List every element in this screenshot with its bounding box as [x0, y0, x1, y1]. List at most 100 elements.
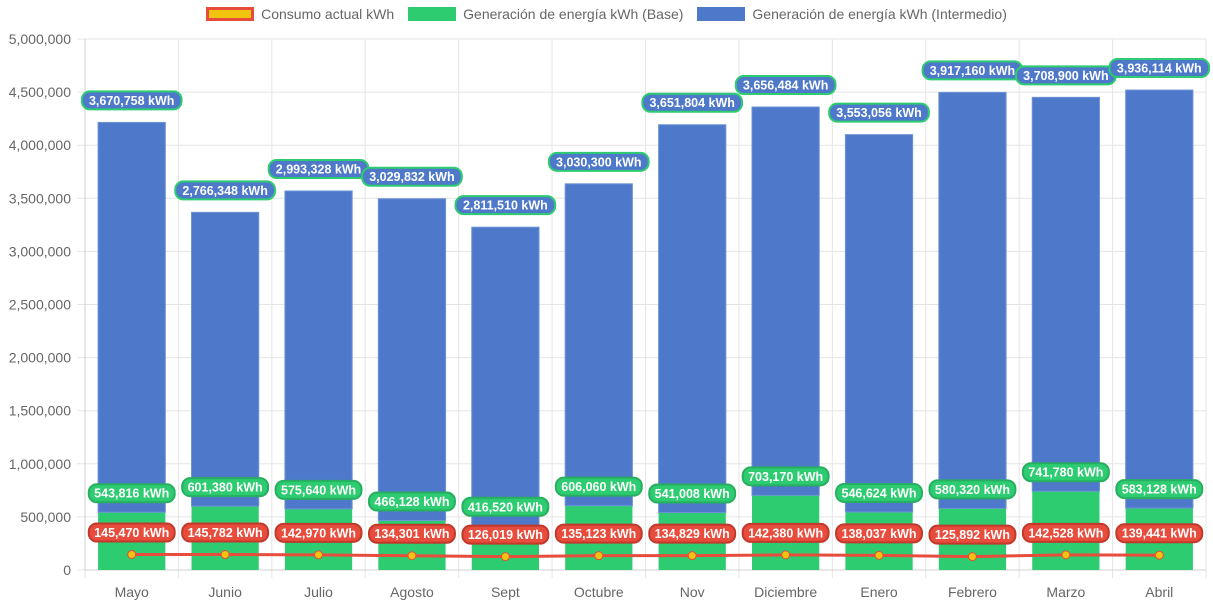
y-tick-label: 2,000,000	[9, 350, 71, 366]
label-intermedio-bg	[1108, 58, 1211, 79]
consumo-point[interactable]	[407, 551, 417, 561]
legend-label-base: Generación de energía kWh (Base)	[463, 6, 684, 22]
label-consumo: 138,037 kWh	[842, 527, 917, 541]
label-intermedio: 3,708,900 kWh	[1023, 69, 1108, 83]
x-tick-label: Nov	[680, 584, 705, 600]
label-consumo-bg	[461, 524, 550, 545]
label-base-bg	[835, 482, 923, 503]
y-tick-label: 4,000,000	[9, 137, 71, 153]
label-base: 416,520 kWh	[468, 500, 543, 514]
bar-intermedio[interactable]	[97, 121, 166, 513]
label-consumo-bg	[648, 523, 737, 544]
label-intermedio: 2,993,328 kWh	[276, 162, 361, 176]
y-tick-label: 1,500,000	[9, 403, 71, 419]
label-base-bg	[741, 466, 830, 487]
label-base-bg	[368, 491, 456, 512]
consumo-line	[131, 553, 1160, 559]
y-tick-label: 3,500,000	[9, 190, 71, 206]
consumo-point[interactable]	[594, 551, 604, 561]
x-tick-label: Enero	[860, 584, 898, 600]
label-base-bg	[554, 476, 643, 497]
label-consumo: 145,782 kWh	[188, 526, 263, 540]
y-tick-label: 4,500,000	[9, 84, 71, 100]
consumo-point[interactable]	[874, 550, 884, 560]
bar-intermedio[interactable]	[284, 190, 353, 510]
bar-intermedio[interactable]	[1031, 96, 1101, 492]
legend-item-base[interactable]: Generación de energía kWh (Base)	[408, 6, 683, 22]
legend-item-intermedio[interactable]: Generación de energía kWh (Intermedio)	[697, 6, 1007, 22]
consumo-point[interactable]	[1154, 550, 1164, 560]
consumo-point[interactable]	[127, 550, 137, 560]
bar-intermedio[interactable]	[658, 124, 727, 514]
bar-intermedio[interactable]	[190, 211, 260, 507]
label-consumo-bg	[368, 523, 456, 544]
label-base: 580,320 kWh	[935, 483, 1010, 497]
consumo-point[interactable]	[314, 550, 324, 560]
label-consumo: 135,123 kWh	[561, 527, 636, 541]
consumo-point[interactable]	[220, 550, 230, 560]
y-tick-label: 1,000,000	[9, 456, 71, 472]
label-consumo-bg	[181, 522, 270, 543]
y-tick-label: 5,000,000	[9, 31, 71, 47]
label-base: 606,060 kWh	[561, 480, 636, 494]
legend-label-consumo: Consumo actual kWh	[261, 6, 395, 22]
label-consumo-bg	[1115, 523, 1204, 544]
label-base-bg	[648, 483, 737, 504]
label-base: 703,170 kWh	[748, 470, 823, 484]
legend-label-intermedio: Generación de energía kWh (Intermedio)	[752, 6, 1007, 22]
label-intermedio-bg	[174, 180, 276, 201]
label-consumo-bg	[1021, 522, 1110, 543]
bar-intermedio[interactable]	[471, 226, 540, 527]
consumo-point[interactable]	[687, 551, 697, 561]
label-intermedio: 3,030,300 kWh	[556, 155, 641, 169]
label-base: 741,780 kWh	[1028, 466, 1103, 480]
label-base: 583,128 kWh	[1122, 483, 1197, 497]
bar-intermedio[interactable]	[1125, 89, 1194, 509]
bar-intermedio[interactable]	[564, 183, 633, 507]
legend-swatch-intermedio	[697, 7, 746, 21]
x-tick-label: Febrero	[948, 584, 997, 600]
label-intermedio: 3,656,484 kWh	[743, 79, 828, 93]
consumo-point[interactable]	[500, 552, 510, 562]
label-intermedio: 3,029,832 kWh	[369, 170, 454, 184]
label-consumo-bg	[928, 524, 1017, 545]
label-intermedio-bg	[828, 102, 930, 123]
label-base-bg	[1115, 479, 1204, 500]
legend-swatch-consumo	[206, 7, 255, 21]
legend-swatch-base	[408, 7, 457, 21]
label-intermedio-bg	[547, 151, 650, 172]
label-consumo-bg	[87, 522, 176, 543]
legend-item-consumo[interactable]: Consumo actual kWh	[206, 6, 394, 22]
bar-intermedio[interactable]	[377, 198, 447, 521]
bar-intermedio[interactable]	[938, 91, 1007, 509]
label-base-bg	[928, 479, 1017, 500]
label-intermedio: 3,670,758 kWh	[89, 94, 174, 108]
label-base-bg	[87, 483, 176, 504]
consumo-point[interactable]	[1061, 550, 1071, 560]
x-tick-label: Julio	[304, 584, 333, 600]
y-tick-label: 3,000,000	[9, 243, 71, 259]
consumo-point[interactable]	[967, 552, 977, 562]
bar-intermedio[interactable]	[844, 134, 914, 513]
label-base-bg	[274, 479, 363, 500]
label-base: 466,128 kWh	[374, 495, 449, 509]
label-intermedio: 3,553,056 kWh	[836, 106, 921, 120]
bar-intermedio[interactable]	[751, 106, 820, 496]
legend: Consumo actual kWh Generación de energía…	[0, 6, 1213, 22]
x-tick-label: Sept	[491, 584, 520, 600]
label-intermedio: 3,651,804 kWh	[649, 96, 734, 110]
x-tick-label: Octubre	[574, 584, 624, 600]
label-intermedio: 3,936,114 kWh	[1117, 62, 1202, 76]
label-base: 601,380 kWh	[188, 481, 263, 495]
label-intermedio-bg	[80, 90, 183, 111]
y-tick-label: 0	[63, 562, 71, 578]
x-tick-label: Marzo	[1046, 584, 1085, 600]
y-tick-label: 2,500,000	[9, 297, 71, 313]
consumo-point[interactable]	[781, 550, 791, 560]
label-base-bg	[1021, 462, 1110, 483]
label-consumo: 126,019 kWh	[468, 528, 543, 542]
label-intermedio-bg	[734, 75, 837, 96]
y-tick-label: 500,000	[20, 509, 71, 525]
